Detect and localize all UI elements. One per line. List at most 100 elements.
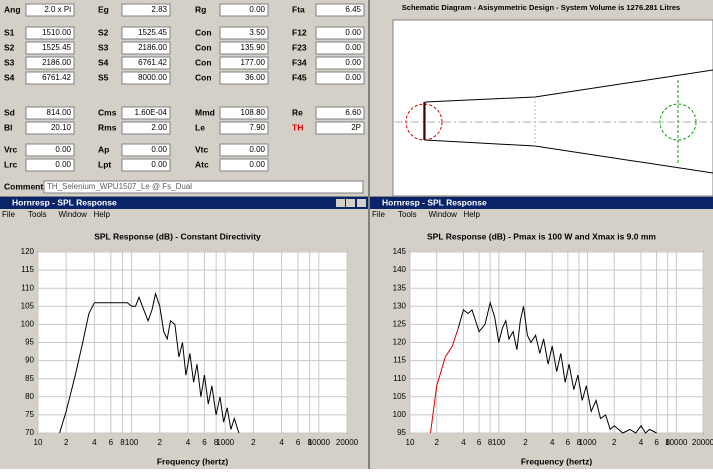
param-input[interactable] (25, 121, 75, 135)
param-value: 0.00 (151, 145, 167, 154)
param-input[interactable] (121, 3, 171, 17)
param-label: Sd (4, 107, 15, 117)
param-input[interactable] (219, 71, 269, 85)
param-input[interactable] (25, 56, 75, 70)
menu-item[interactable]: File (2, 210, 15, 219)
x-tick-label: 2 (523, 438, 528, 447)
x-tick-label: 6 (202, 438, 207, 447)
param-input[interactable] (315, 26, 365, 40)
y-tick-label: 70 (25, 428, 34, 437)
param-label: TH (292, 122, 303, 132)
x-tick-label: 8 (214, 438, 219, 447)
param-label: Con (195, 72, 212, 82)
chart-title: SPL Response (dB) - Constant Directivity (94, 231, 261, 241)
maximize-button[interactable] (346, 199, 355, 207)
schematic (395, 69, 713, 174)
param-input[interactable] (121, 56, 171, 70)
param-input[interactable] (315, 3, 365, 17)
x-axis-label: Frequency (hertz) (521, 456, 592, 466)
x-tick-label: 2 (612, 438, 617, 447)
param-input[interactable] (315, 106, 365, 120)
comment-input[interactable] (43, 180, 364, 194)
y-tick-label: 140 (393, 265, 407, 274)
param-input[interactable] (25, 143, 75, 157)
param-value: 2.00 (151, 123, 167, 132)
divider (0, 196, 713, 197)
x-tick-label: 1000 (216, 438, 234, 447)
param-input[interactable] (219, 56, 269, 70)
param-value: 0.00 (151, 160, 167, 169)
param-input[interactable] (25, 71, 75, 85)
param-input[interactable] (121, 106, 171, 120)
close-button[interactable] (357, 199, 366, 207)
y-tick-label: 105 (393, 392, 407, 401)
comment-label: Comment (4, 181, 43, 191)
param-value: 0.00 (345, 58, 361, 67)
param-label: F12 (292, 27, 307, 37)
x-tick-label: 8 (308, 438, 313, 447)
y-tick-label: 130 (393, 301, 407, 310)
menu-item[interactable]: Tools (398, 210, 417, 219)
schematic-area (392, 19, 713, 197)
param-label: Mmd (195, 107, 215, 117)
param-input[interactable] (121, 121, 171, 135)
y-tick-label: 115 (21, 265, 34, 274)
param-input[interactable] (121, 41, 171, 55)
param-input[interactable] (219, 3, 269, 17)
param-input[interactable] (121, 158, 171, 172)
param-value: 1525.45 (42, 43, 71, 52)
param-input[interactable] (25, 158, 75, 172)
param-label: Eg (98, 4, 109, 14)
menu-item[interactable]: File (372, 210, 385, 219)
param-input[interactable] (315, 121, 365, 135)
param-input[interactable] (315, 41, 365, 55)
minimize-button[interactable] (336, 199, 345, 207)
param-input[interactable] (25, 26, 75, 40)
x-tick-label: 2 (158, 438, 163, 447)
param-value: 0.00 (249, 145, 265, 154)
port (659, 103, 697, 141)
param-input[interactable] (25, 41, 75, 55)
param-input[interactable] (219, 158, 269, 172)
menu-item[interactable]: Help (464, 210, 481, 219)
param-input[interactable] (121, 143, 171, 157)
param-value: 0.00 (55, 160, 71, 169)
param-label: Con (195, 57, 212, 67)
menu-item[interactable]: Help (94, 210, 111, 219)
param-input[interactable] (219, 143, 269, 157)
y-tick-label: 120 (21, 247, 35, 256)
x-tick-label: 4 (550, 438, 555, 447)
menu-item[interactable]: Window (429, 210, 458, 219)
param-input[interactable] (315, 71, 365, 85)
param-input[interactable] (219, 26, 269, 40)
x-tick-label: 8 (665, 438, 670, 447)
x-tick-label: 6 (109, 438, 114, 447)
param-input[interactable] (121, 26, 171, 40)
param-value: 2186.00 (138, 43, 167, 52)
param-input[interactable] (219, 106, 269, 120)
param-label: Lrc (4, 159, 18, 169)
param-label: Atc (195, 159, 209, 169)
param-value: 135.90 (241, 43, 266, 52)
param-label: Cms (98, 107, 117, 117)
spl-curve (430, 327, 459, 434)
param-input[interactable] (219, 121, 269, 135)
param-label: F45 (292, 72, 307, 82)
menu-item[interactable]: Window (59, 210, 88, 219)
param-label: F34 (292, 57, 307, 67)
x-tick-label: 6 (296, 438, 301, 447)
param-input[interactable] (315, 56, 365, 70)
schematic-title: Schematic Diagram - Asisymmetric Design … (402, 3, 680, 12)
param-value: 2P (351, 123, 361, 132)
param-input[interactable] (25, 106, 75, 120)
param-value: 3.50 (249, 28, 265, 37)
x-tick-label: 6 (477, 438, 482, 447)
param-label: S4 (4, 72, 15, 82)
param-input[interactable] (219, 41, 269, 55)
param-value: 0.00 (249, 160, 265, 169)
y-tick-label: 110 (21, 283, 34, 292)
param-input[interactable] (121, 71, 171, 85)
menu-item[interactable]: Tools (28, 210, 47, 219)
param-input[interactable] (25, 3, 75, 17)
x-tick-label: 100 (492, 438, 506, 447)
